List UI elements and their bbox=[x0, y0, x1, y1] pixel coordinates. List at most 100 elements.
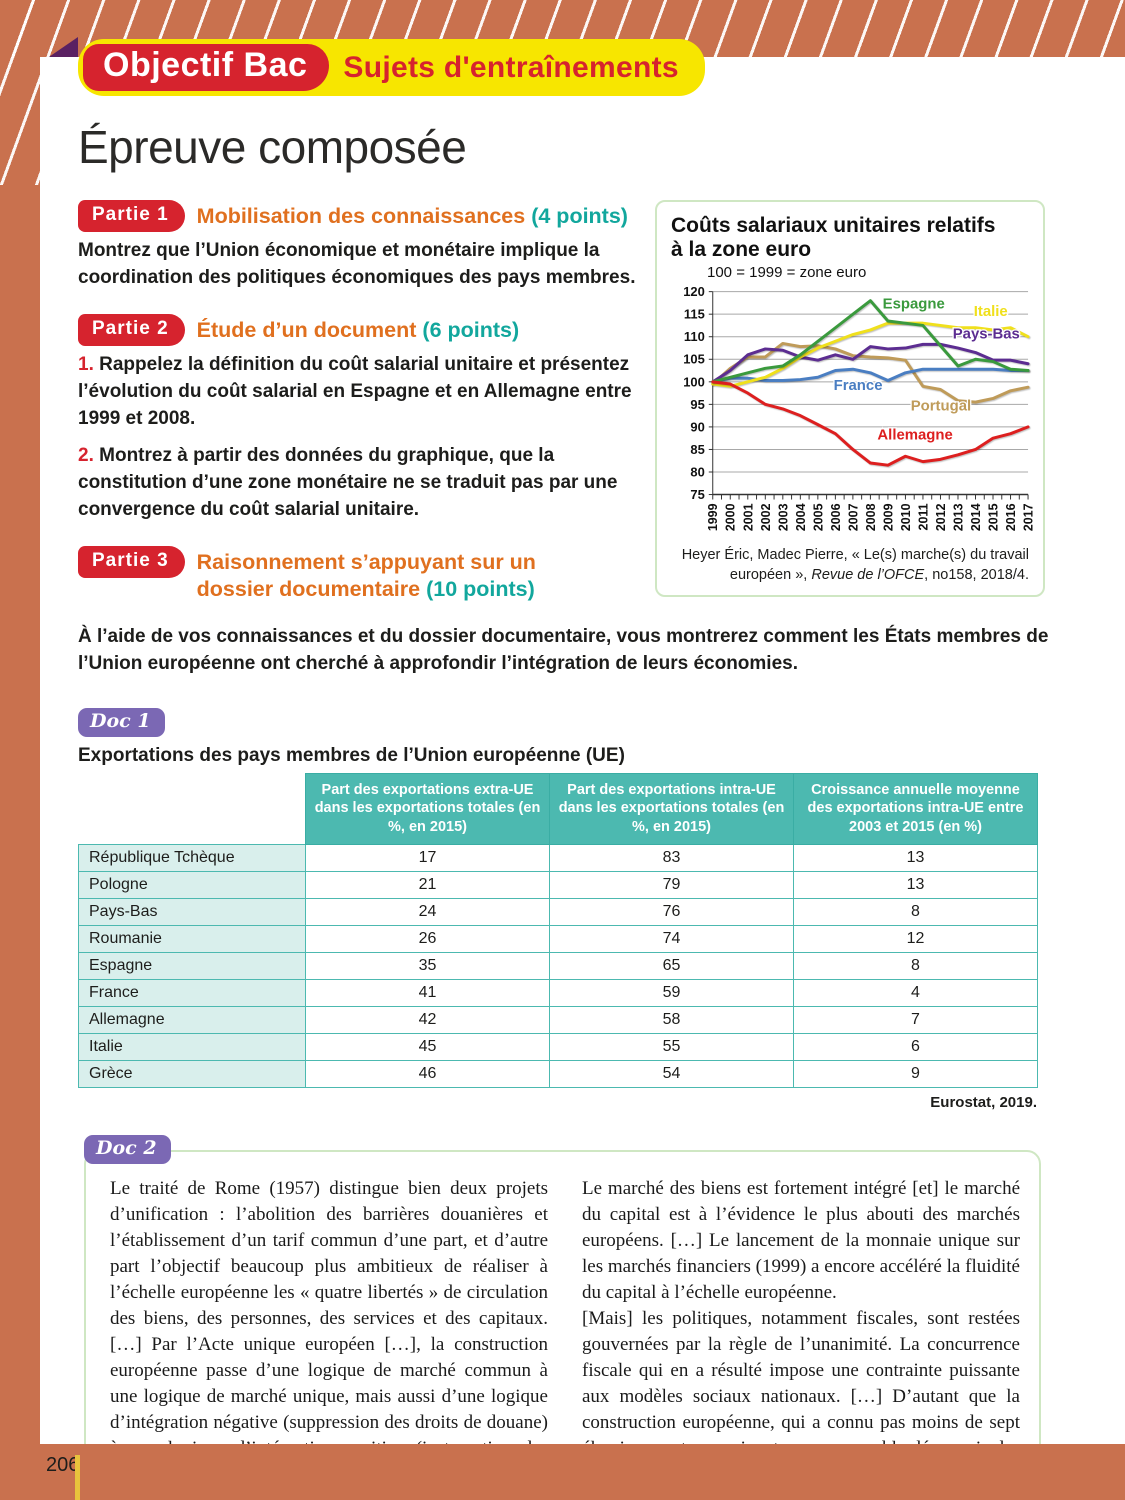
page-number: 206 bbox=[46, 1454, 80, 1476]
question-1-text: Rappelez la définition du coût salarial … bbox=[78, 353, 632, 429]
chart-source: Heyer Éric, Madec Pierre, « Le(s) marche… bbox=[667, 546, 1029, 585]
table-cell: 8 bbox=[793, 898, 1038, 927]
svg-text:105: 105 bbox=[683, 352, 705, 367]
partie-3-title-text: Raisonnement s’appuyant sur un dossier d… bbox=[196, 549, 536, 601]
page-content: Objectif Bac Sujets d'entraînements Épre… bbox=[40, 39, 1125, 1500]
doc-2-paragraph-3: [Mais] les politiques, notamment fiscale… bbox=[582, 1308, 1020, 1500]
partie-2-heading: Partie 2 Étude d’un document (6 points) bbox=[78, 313, 637, 346]
table-cell: 4 bbox=[793, 979, 1038, 1008]
partie-2-title-text: Étude d’un document bbox=[196, 317, 417, 342]
svg-text:2004: 2004 bbox=[794, 504, 808, 532]
svg-text:2002: 2002 bbox=[759, 504, 773, 532]
svg-text:1999: 1999 bbox=[706, 504, 720, 532]
chart-title-line2: à la zone euro bbox=[671, 238, 812, 262]
svg-text:Pays-Bas: Pays-Bas bbox=[953, 327, 1020, 343]
svg-text:Italie: Italie bbox=[974, 304, 1008, 320]
objectif-bac-badge: Objectif Bac bbox=[83, 44, 330, 91]
svg-text:2010: 2010 bbox=[899, 504, 913, 532]
svg-text:2014: 2014 bbox=[969, 504, 983, 532]
table-row-label: République Tchèque bbox=[78, 844, 306, 873]
table-row: Espagne 35 65 8 bbox=[78, 952, 1038, 981]
table-row-label: Pologne bbox=[78, 871, 306, 900]
svg-text:2012: 2012 bbox=[934, 504, 948, 532]
chart-title-line1: Coûts salariaux unitaires relatifs bbox=[671, 214, 996, 237]
svg-text:Portugal: Portugal bbox=[911, 399, 971, 415]
table-row-label: Grèce bbox=[78, 1060, 306, 1089]
chart-source-suffix: , no158, 2018/4. bbox=[924, 566, 1029, 583]
svg-text:2011: 2011 bbox=[916, 504, 930, 531]
partie-3-instruction: À l’aide de vos connaissances et du doss… bbox=[78, 625, 1049, 675]
partie-1-title-text: Mobilisation des connaissances bbox=[196, 204, 526, 228]
partie-3-points: (10 points) bbox=[426, 576, 535, 601]
chart-source-prefix: Heyer Éric, Madec Pierre, « Le(s) marche… bbox=[681, 547, 1029, 583]
footer-accent-bar bbox=[75, 1455, 80, 1500]
table-cell: 42 bbox=[305, 1006, 550, 1035]
table-row-label: France bbox=[78, 979, 306, 1008]
partie-2-points: (6 points) bbox=[422, 317, 520, 342]
table-cell: 46 bbox=[305, 1060, 550, 1089]
svg-text:2001: 2001 bbox=[741, 504, 755, 532]
table-cell: 45 bbox=[305, 1033, 550, 1062]
question-2-number: 2. bbox=[78, 444, 94, 466]
table-row: Pays-Bas 24 76 8 bbox=[78, 898, 1038, 927]
table-row-label: Pays-Bas bbox=[78, 898, 306, 927]
table-cell: 35 bbox=[305, 952, 550, 981]
partie-3-pill: Partie 3 bbox=[78, 545, 185, 578]
svg-text:2007: 2007 bbox=[846, 504, 860, 532]
table-header-extra-ue: Part des exportations extra-UE dans les … bbox=[305, 772, 550, 846]
doc-2-badge: Doc 2 bbox=[84, 1135, 171, 1165]
table-row: Grèce 46 54 9 bbox=[78, 1060, 1038, 1089]
partie-1-points: (4 points) bbox=[531, 204, 628, 228]
table-row: Pologne 21 79 13 bbox=[78, 871, 1038, 900]
svg-text:2017: 2017 bbox=[1022, 504, 1036, 532]
doc-2-column-right: Le marché des biens est fortement intégr… bbox=[582, 1176, 1020, 1500]
svg-text:France: France bbox=[834, 378, 883, 394]
header-banner: Objectif Bac Sujets d'entraînements bbox=[78, 39, 705, 96]
doc-1-section: Doc 1 Exportations des pays membres de l… bbox=[78, 707, 1080, 1111]
table-cell: 26 bbox=[305, 925, 550, 954]
svg-text:85: 85 bbox=[690, 442, 704, 457]
table-row: France 41 59 4 bbox=[78, 979, 1038, 1008]
partie-1-heading: Partie 1 Mobilisation des connaissances … bbox=[78, 200, 637, 232]
table-corner-cell bbox=[78, 773, 306, 845]
svg-text:Allemagne: Allemagne bbox=[877, 428, 952, 444]
table-cell: 21 bbox=[305, 871, 550, 900]
table-row-label: Italie bbox=[78, 1033, 306, 1062]
question-2: 2. Montrez à partir des données du graph… bbox=[78, 443, 637, 524]
doc-1-badge: Doc 1 bbox=[78, 707, 165, 737]
svg-text:2003: 2003 bbox=[776, 504, 790, 532]
table-row: Roumanie 26 74 12 bbox=[78, 925, 1038, 954]
svg-text:2005: 2005 bbox=[811, 504, 825, 532]
table-cell: 24 bbox=[305, 898, 550, 927]
table-cell: 55 bbox=[549, 1033, 794, 1062]
table-cell: 59 bbox=[549, 979, 794, 1008]
page-title: Épreuve composée bbox=[78, 121, 467, 173]
table-cell: 54 bbox=[549, 1060, 794, 1089]
table-cell: 76 bbox=[549, 898, 794, 927]
table-cell: 41 bbox=[305, 979, 550, 1008]
table-row-label: Allemagne bbox=[78, 1006, 306, 1035]
table-row-label: Roumanie bbox=[78, 925, 306, 954]
questions-column: Partie 1 Mobilisation des connaissances … bbox=[78, 200, 655, 609]
svg-text:90: 90 bbox=[690, 420, 704, 435]
chart-subtitle: 100 = 1999 = zone euro bbox=[707, 264, 867, 282]
table-cell: 58 bbox=[549, 1006, 794, 1035]
chart-panel: Coûts salariaux unitaires relatifs à la … bbox=[655, 200, 1045, 598]
table-header-intra-ue: Part des exportations intra-UE dans les … bbox=[549, 772, 794, 846]
svg-text:110: 110 bbox=[684, 329, 705, 344]
doc-1-title: Exportations des pays membres de l’Union… bbox=[78, 744, 625, 766]
table-row: Italie 45 55 6 bbox=[78, 1033, 1038, 1062]
svg-text:80: 80 bbox=[690, 465, 704, 480]
svg-text:2013: 2013 bbox=[951, 504, 965, 532]
question-2-text: Montrez à partir des données du graphiqu… bbox=[78, 444, 618, 520]
partie-2-questions: 1. Rappelez la définition du coût salari… bbox=[78, 352, 637, 524]
svg-text:2000: 2000 bbox=[724, 504, 738, 532]
top-section: Partie 1 Mobilisation des connaissances … bbox=[78, 200, 1080, 609]
question-1: 1. Rappelez la définition du coût salari… bbox=[78, 352, 637, 433]
table-cell: 8 bbox=[793, 952, 1038, 981]
table-cell: 13 bbox=[793, 871, 1038, 900]
table-cell: 17 bbox=[305, 844, 550, 873]
table-row-label: Espagne bbox=[78, 952, 306, 981]
svg-text:2006: 2006 bbox=[829, 504, 843, 532]
